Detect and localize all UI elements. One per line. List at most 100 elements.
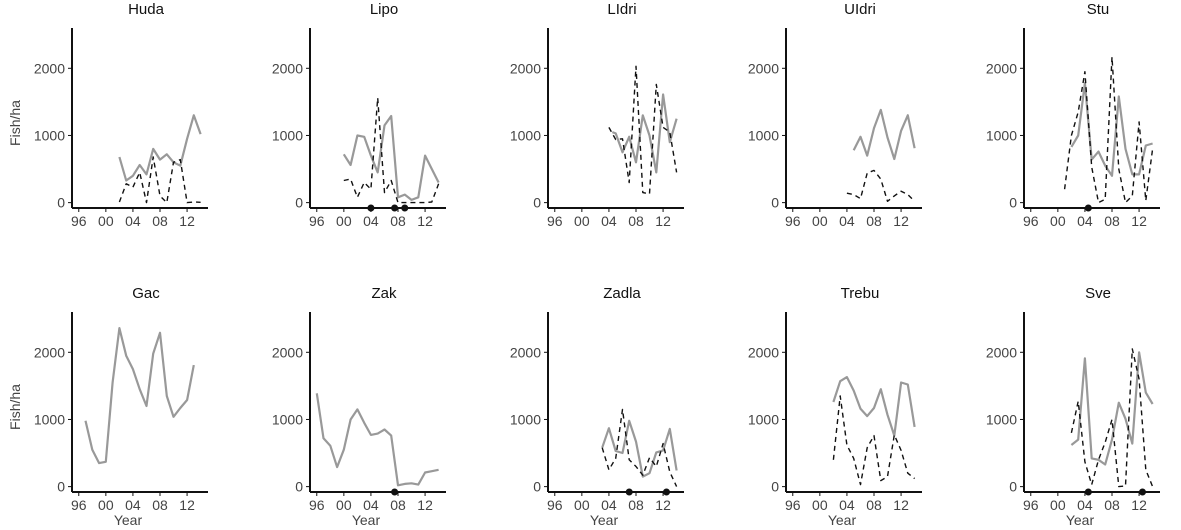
panel-gac-xlabel: Year bbox=[114, 512, 143, 528]
panel-gac-xtick-label: 04 bbox=[125, 497, 141, 513]
panel-uidri-xtick-label: 12 bbox=[893, 213, 909, 229]
panel-sve-dashed-line bbox=[1070, 348, 1154, 488]
panel-uidri-xtick-label: 08 bbox=[866, 213, 882, 229]
panel-huda-dashed-line bbox=[118, 156, 201, 204]
panel-zadla-xtick-label: 04 bbox=[601, 497, 617, 513]
panel-lipo-ytick-label: 0 bbox=[295, 195, 303, 211]
panel-lidri-solid-line bbox=[611, 93, 678, 174]
panel-zadla-xtick-label: 12 bbox=[655, 497, 671, 513]
panel-stu-xtick-label: 96 bbox=[1023, 213, 1039, 229]
panel-stu-xtick-label: 00 bbox=[1050, 213, 1066, 229]
panel-zadla-dashed-line bbox=[601, 408, 678, 487]
panel-lidri-xtick-label: 96 bbox=[547, 213, 563, 229]
panel-stu-xtick-label: 04 bbox=[1077, 213, 1093, 229]
panel-zak-ytick-label: 2000 bbox=[272, 344, 303, 360]
panel-gac-ytick-label: 2000 bbox=[34, 344, 65, 360]
panel-stu-ytick-label: 1000 bbox=[986, 127, 1017, 143]
panel-huda-ytick-label: 1000 bbox=[34, 127, 65, 143]
panel-sve-zero-marker bbox=[1084, 488, 1092, 496]
panel-trebu-xtick-label: 04 bbox=[839, 497, 855, 513]
panel-stu-xtick-label: 12 bbox=[1131, 213, 1147, 229]
panel-gac-solid-line bbox=[84, 327, 195, 465]
panel-gac-title: Gac bbox=[132, 285, 160, 302]
panel-trebu-title: Trebu bbox=[841, 285, 880, 302]
panel-trebu-xtick-label: 12 bbox=[893, 497, 909, 513]
panel-zak-xtick-label: 00 bbox=[336, 497, 352, 513]
panel-lidri-xtick-label: 04 bbox=[601, 213, 617, 229]
panel-zadla-title: Zadla bbox=[603, 285, 641, 302]
panel-trebu-ytick-label: 0 bbox=[771, 479, 779, 495]
panel-sve-solid-line bbox=[1070, 351, 1154, 466]
panel-lidri-dashed-line bbox=[608, 65, 678, 195]
panel-zak-xtick-label: 04 bbox=[363, 497, 379, 513]
panel-lidri-title: LIdri bbox=[607, 1, 636, 18]
panel-sve-xtick-label: 08 bbox=[1104, 497, 1120, 513]
panel-lipo-title: Lipo bbox=[370, 1, 398, 18]
panel-uidri-ytick-label: 2000 bbox=[748, 60, 779, 76]
panel-lipo-zero-marker bbox=[401, 204, 409, 212]
panel-gac-xtick-label: 96 bbox=[71, 497, 87, 513]
panel-lipo-xtick-label: 12 bbox=[417, 213, 433, 229]
panel-gac-xtick-label: 12 bbox=[179, 497, 195, 513]
panel-zak-xtick-label: 12 bbox=[417, 497, 433, 513]
panel-sve-title: Sve bbox=[1085, 285, 1111, 302]
panel-gac-ytick-label: 1000 bbox=[34, 411, 65, 427]
panel-zak-xtick-label: 08 bbox=[390, 497, 406, 513]
panel-uidri-title: UIdri bbox=[844, 1, 876, 18]
panel-lipo-xtick-label: 04 bbox=[363, 213, 379, 229]
panel-lipo-solid-line bbox=[342, 114, 440, 201]
panel-zadla-zero-marker bbox=[625, 488, 633, 496]
panel-sve-xtick-label: 04 bbox=[1077, 497, 1093, 513]
panel-huda-ytick-label: 0 bbox=[57, 195, 65, 211]
panel-trebu-xlabel: Year bbox=[828, 512, 857, 528]
panel-huda-xtick-label: 96 bbox=[71, 213, 87, 229]
panel-zak-xlabel: Year bbox=[352, 512, 381, 528]
panel-sve-ytick-label: 1000 bbox=[986, 411, 1017, 427]
panel-gac-ytick-label: 0 bbox=[57, 479, 65, 495]
panel-sve-xlabel: Year bbox=[1066, 512, 1095, 528]
panel-lipo-dashed-line bbox=[343, 97, 440, 204]
panel-trebu-dashed-line bbox=[832, 395, 916, 486]
panel-sve-xtick-label: 12 bbox=[1131, 497, 1147, 513]
panel-lipo-ytick-label: 2000 bbox=[272, 60, 303, 76]
panel-stu-ytick-label: 2000 bbox=[986, 60, 1017, 76]
panel-uidri-xtick-label: 04 bbox=[839, 213, 855, 229]
panel-sve-zero-marker bbox=[1138, 488, 1146, 496]
panel-gac-xtick-label: 08 bbox=[152, 497, 168, 513]
panel-sve-ytick-label: 0 bbox=[1009, 479, 1017, 495]
panel-zak-ytick-label: 0 bbox=[295, 479, 303, 495]
panel-zadla-ytick-label: 0 bbox=[533, 479, 541, 495]
panel-trebu-xtick-label: 96 bbox=[785, 497, 801, 513]
panel-uidri-dashed-line bbox=[846, 169, 916, 203]
panel-zadla-xtick-label: 08 bbox=[628, 497, 644, 513]
panel-zadla-xlabel: Year bbox=[590, 512, 619, 528]
panel-zak-zero-marker bbox=[391, 488, 399, 496]
panel-zadla-ytick-label: 2000 bbox=[510, 344, 541, 360]
panel-zak-xtick-label: 96 bbox=[309, 497, 325, 513]
panel-huda-xtick-label: 08 bbox=[152, 213, 168, 229]
panel-sve-ytick-label: 2000 bbox=[986, 344, 1017, 360]
panel-lipo-xtick-label: 08 bbox=[390, 213, 406, 229]
panel-zak-title: Zak bbox=[371, 285, 397, 302]
panel-trebu-ytick-label: 2000 bbox=[748, 344, 779, 360]
panel-lidri-ytick-label: 0 bbox=[533, 195, 541, 211]
panel-lidri-ytick-label: 1000 bbox=[510, 127, 541, 143]
panel-stu-solid-line bbox=[1070, 81, 1153, 177]
panel-gac-ylabel: Fish/ha bbox=[7, 384, 23, 430]
panel-zadla-xtick-label: 96 bbox=[547, 497, 563, 513]
panel-huda-solid-line bbox=[118, 114, 202, 182]
panel-sve-xtick-label: 00 bbox=[1050, 497, 1066, 513]
panel-uidri-solid-line bbox=[852, 108, 916, 161]
panel-stu-title: Stu bbox=[1087, 1, 1110, 18]
panel-lipo-zero-marker bbox=[391, 204, 399, 212]
panel-gac-xtick-label: 00 bbox=[98, 497, 114, 513]
panel-huda-ytick-label: 2000 bbox=[34, 60, 65, 76]
panel-zak-ytick-label: 1000 bbox=[272, 411, 303, 427]
panel-lidri-xtick-label: 00 bbox=[574, 213, 590, 229]
panel-stu-ytick-label: 0 bbox=[1009, 195, 1017, 211]
panel-zadla-ytick-label: 1000 bbox=[510, 411, 541, 427]
panel-huda-xtick-label: 12 bbox=[179, 213, 195, 229]
panel-zadla-zero-marker bbox=[662, 488, 670, 496]
panel-stu-zero-marker bbox=[1084, 204, 1092, 212]
